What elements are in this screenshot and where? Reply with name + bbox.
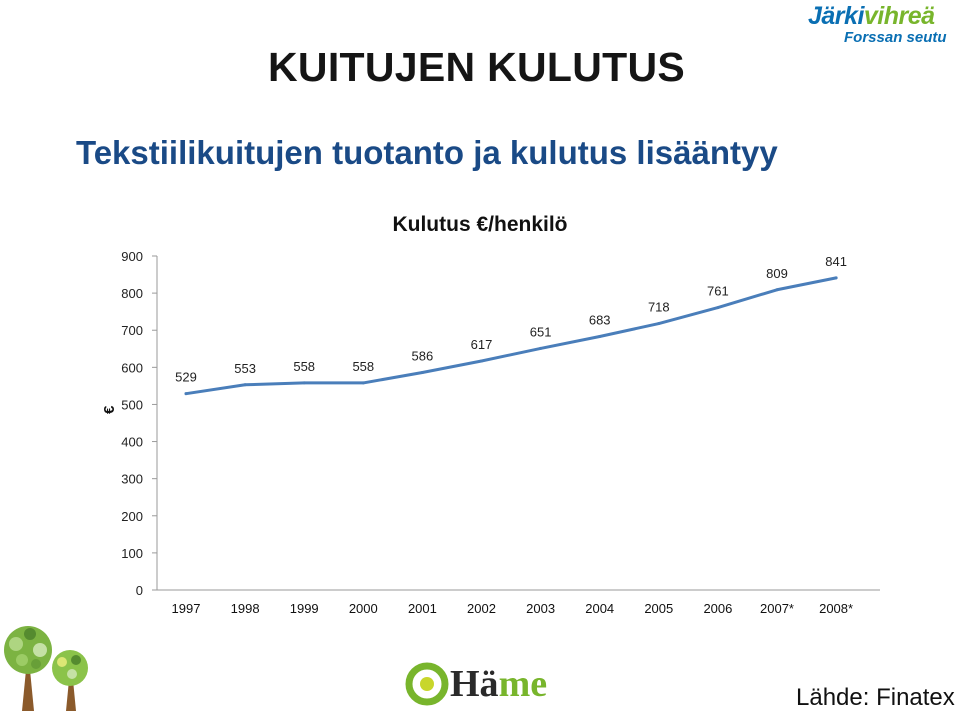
data-point	[243, 383, 247, 387]
y-tick-label: 900	[121, 249, 143, 264]
y-tick-label: 400	[121, 435, 143, 450]
x-tick-label: 2004	[585, 601, 614, 616]
page-title: KUITUJEN KULUTUS	[268, 44, 686, 90]
x-tick-label: 1998	[231, 601, 260, 616]
data-point	[598, 335, 602, 339]
data-point	[716, 306, 720, 310]
data-label: 617	[471, 337, 493, 352]
hame-logo-text: Häme	[450, 662, 547, 706]
data-label: 529	[175, 370, 197, 385]
hame-logo-emblem-icon	[405, 662, 449, 706]
series-line	[184, 276, 838, 396]
x-tick-label: 2005	[644, 601, 673, 616]
source-note: Lähde: Finatex	[796, 684, 955, 711]
hame-logo-text-a: Hä	[450, 663, 499, 705]
x-tick-label: 2008*	[819, 601, 853, 616]
data-point	[302, 381, 306, 385]
y-tick-label: 500	[121, 397, 143, 412]
page-subtitle: Tekstiilikuitujen tuotanto ja kulutus li…	[76, 134, 778, 171]
y-tick-label: 0	[136, 583, 143, 598]
y-tick-label: 800	[121, 286, 143, 301]
data-point	[539, 346, 543, 350]
x-tick-label: 2000	[349, 601, 378, 616]
x-tick-label: 2006	[703, 601, 732, 616]
chart-title-text: Kulutus €/henkilö	[392, 213, 568, 236]
chart-title: Kulutus €/henkilö	[0, 213, 960, 237]
data-label: 558	[293, 359, 315, 374]
logo-text-vihrea: vihreä	[863, 2, 935, 30]
y-tick-label: 200	[121, 509, 143, 524]
data-label: 651	[530, 324, 552, 339]
data-label: 586	[412, 349, 434, 364]
x-tick-label: 1999	[290, 601, 319, 616]
jarkivihrea-logo: Järkivihreä Forssan seutu	[808, 2, 948, 46]
x-tick-label: 1997	[172, 601, 201, 616]
data-label: 718	[648, 300, 670, 315]
y-tick-label: 100	[121, 546, 143, 561]
data-label: 809	[766, 266, 788, 281]
data-label: 761	[707, 284, 729, 299]
y-tick-label: 600	[121, 360, 143, 375]
logo-subtitle: Forssan seutu	[844, 29, 947, 46]
data-point	[420, 371, 424, 375]
data-point	[657, 322, 661, 326]
logo-text-jarki: Järki	[808, 2, 864, 30]
data-point	[775, 288, 779, 292]
data-point	[184, 392, 188, 396]
data-label: 841	[825, 254, 847, 269]
data-point	[834, 276, 838, 280]
x-tick-label: 2007*	[760, 601, 794, 616]
data-label: 553	[234, 361, 256, 376]
data-label: 558	[352, 359, 374, 374]
data-point	[361, 381, 365, 385]
x-tick-label: 2002	[467, 601, 496, 616]
x-tick-label: 2003	[526, 601, 555, 616]
y-tick-label: 300	[121, 472, 143, 487]
data-label: 683	[589, 313, 611, 328]
x-tick-label: 2001	[408, 601, 437, 616]
hame-logo-text-b: me	[498, 663, 548, 705]
tree-illustration-icon	[4, 626, 88, 711]
data-point	[480, 359, 483, 363]
y-tick-label: 700	[121, 323, 143, 338]
